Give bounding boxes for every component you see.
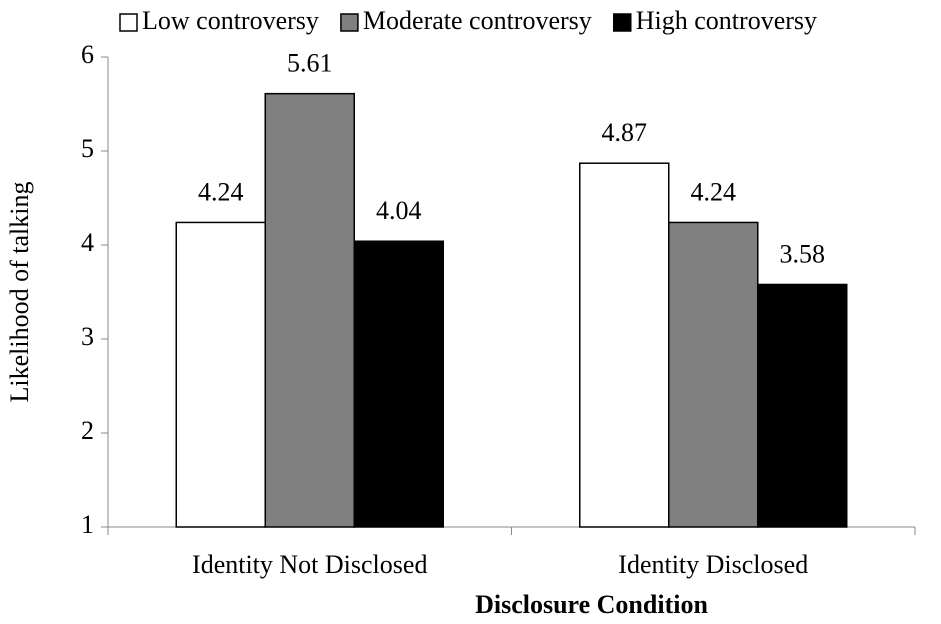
legend-swatch: [119, 13, 138, 32]
legend-swatch: [340, 13, 359, 32]
x-tick-label: Identity Not Disclosed: [192, 550, 427, 579]
y-axis-label: Likelihood of talking: [5, 182, 34, 403]
data-label: 5.61: [287, 49, 333, 78]
y-tick-label: 5: [81, 134, 94, 163]
y-tick-label: 1: [81, 510, 94, 539]
data-label: 3.58: [780, 239, 826, 268]
legend-label: High controversy: [636, 6, 817, 35]
data-label: 4.87: [602, 118, 648, 147]
data-label: 4.24: [691, 177, 737, 206]
bar: [579, 162, 670, 528]
legend-swatch: [613, 13, 632, 32]
y-tick-label: 4: [81, 228, 94, 257]
bar: [668, 221, 759, 528]
bar: [353, 240, 444, 528]
x-tick-label: Identity Disclosed: [618, 550, 808, 579]
bar: [264, 92, 355, 528]
data-label: 4.04: [376, 196, 422, 225]
bar: [757, 283, 848, 528]
x-axis-label: Disclosure Condition: [475, 590, 708, 619]
y-tick-label: 3: [81, 322, 94, 351]
y-tick-label: 2: [81, 416, 94, 445]
y-tick-label: 6: [81, 40, 94, 69]
data-label: 4.24: [198, 177, 244, 206]
bar: [175, 221, 266, 528]
legend-label: Low controversy: [142, 6, 319, 35]
legend-label: Moderate controversy: [363, 6, 592, 35]
